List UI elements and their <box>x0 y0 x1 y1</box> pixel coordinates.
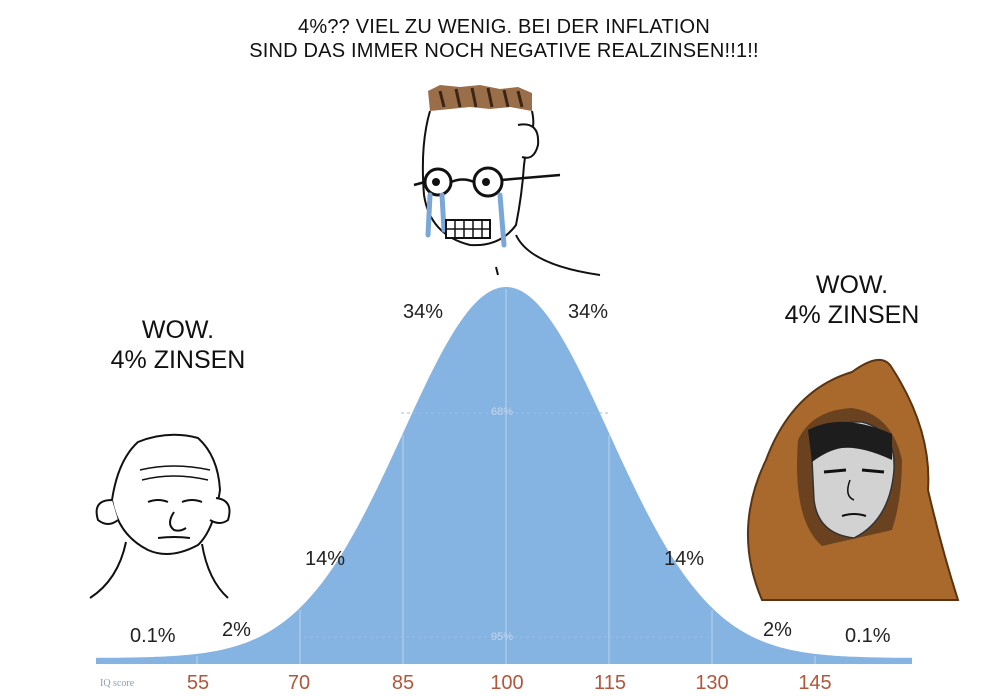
segment-label-6: 14% <box>664 548 705 570</box>
x-tick-70: 70 <box>287 672 311 694</box>
segment-label-7: 2% <box>763 619 792 641</box>
x-tick-85: 85 <box>391 672 415 694</box>
left-caption-line-1: WOW. <box>141 316 215 344</box>
segment-label-3: 14% <box>305 548 346 570</box>
segment-label-8: 0.1% <box>845 625 891 647</box>
left-wojak-face <box>89 433 231 599</box>
top-caption-line-2: SIND DAS IMMER NOCH NEGATIVE REALZINSEN!… <box>249 40 759 62</box>
bell-curve-area <box>96 287 912 664</box>
right-caption: WOW. 4% ZINSEN <box>752 270 952 330</box>
x-axis-label: IQ score <box>100 678 135 689</box>
left-caption: WOW. 4% ZINSEN <box>78 315 278 375</box>
x-tick-115: 115 <box>594 672 626 694</box>
hooded-figure <box>746 359 960 601</box>
crying-nerd-face <box>413 85 601 276</box>
inner-label-68: 68% <box>491 406 514 418</box>
x-tick-55: 55 <box>186 672 210 694</box>
x-tick-130: 130 <box>695 672 729 694</box>
x-tick-100: 100 <box>490 672 524 694</box>
left-caption-line-2: 4% ZINSEN <box>110 346 246 374</box>
x-tick-145: 145 <box>798 672 832 694</box>
segment-label-5: 34% <box>568 301 609 323</box>
right-caption-line-2: 4% ZINSEN <box>784 301 920 329</box>
segment-label-2: 2% <box>222 619 251 641</box>
right-caption-line-1: WOW. <box>815 271 889 299</box>
inner-label-95: 95% <box>491 631 514 643</box>
segment-label-4: 34% <box>403 301 444 323</box>
segment-label-1: 0.1% <box>130 625 176 647</box>
top-caption-line-1: 4%?? VIEL ZU WENIG. BEI DER INFLATION <box>298 16 710 38</box>
